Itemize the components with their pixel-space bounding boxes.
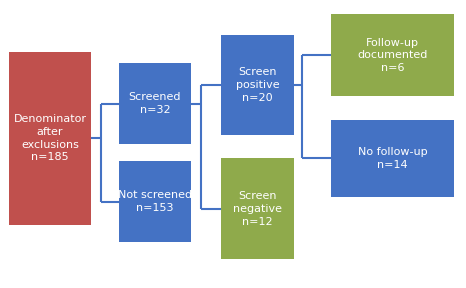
FancyBboxPatch shape <box>221 158 294 259</box>
Text: Denominator
after
exclusions
n=185: Denominator after exclusions n=185 <box>14 114 87 162</box>
FancyBboxPatch shape <box>119 161 191 242</box>
FancyBboxPatch shape <box>331 120 454 197</box>
FancyBboxPatch shape <box>9 52 91 225</box>
Text: Screened
n=32: Screened n=32 <box>129 92 181 115</box>
Text: Screen
negative
n=12: Screen negative n=12 <box>233 191 282 227</box>
Text: Not screened
n=153: Not screened n=153 <box>118 190 192 213</box>
FancyBboxPatch shape <box>221 35 294 135</box>
Text: No follow-up
n=14: No follow-up n=14 <box>358 147 427 170</box>
Text: Follow-up
documented
n=6: Follow-up documented n=6 <box>357 38 428 73</box>
FancyBboxPatch shape <box>331 14 454 96</box>
Text: Screen
positive
n=20: Screen positive n=20 <box>236 67 279 103</box>
FancyBboxPatch shape <box>119 63 191 144</box>
